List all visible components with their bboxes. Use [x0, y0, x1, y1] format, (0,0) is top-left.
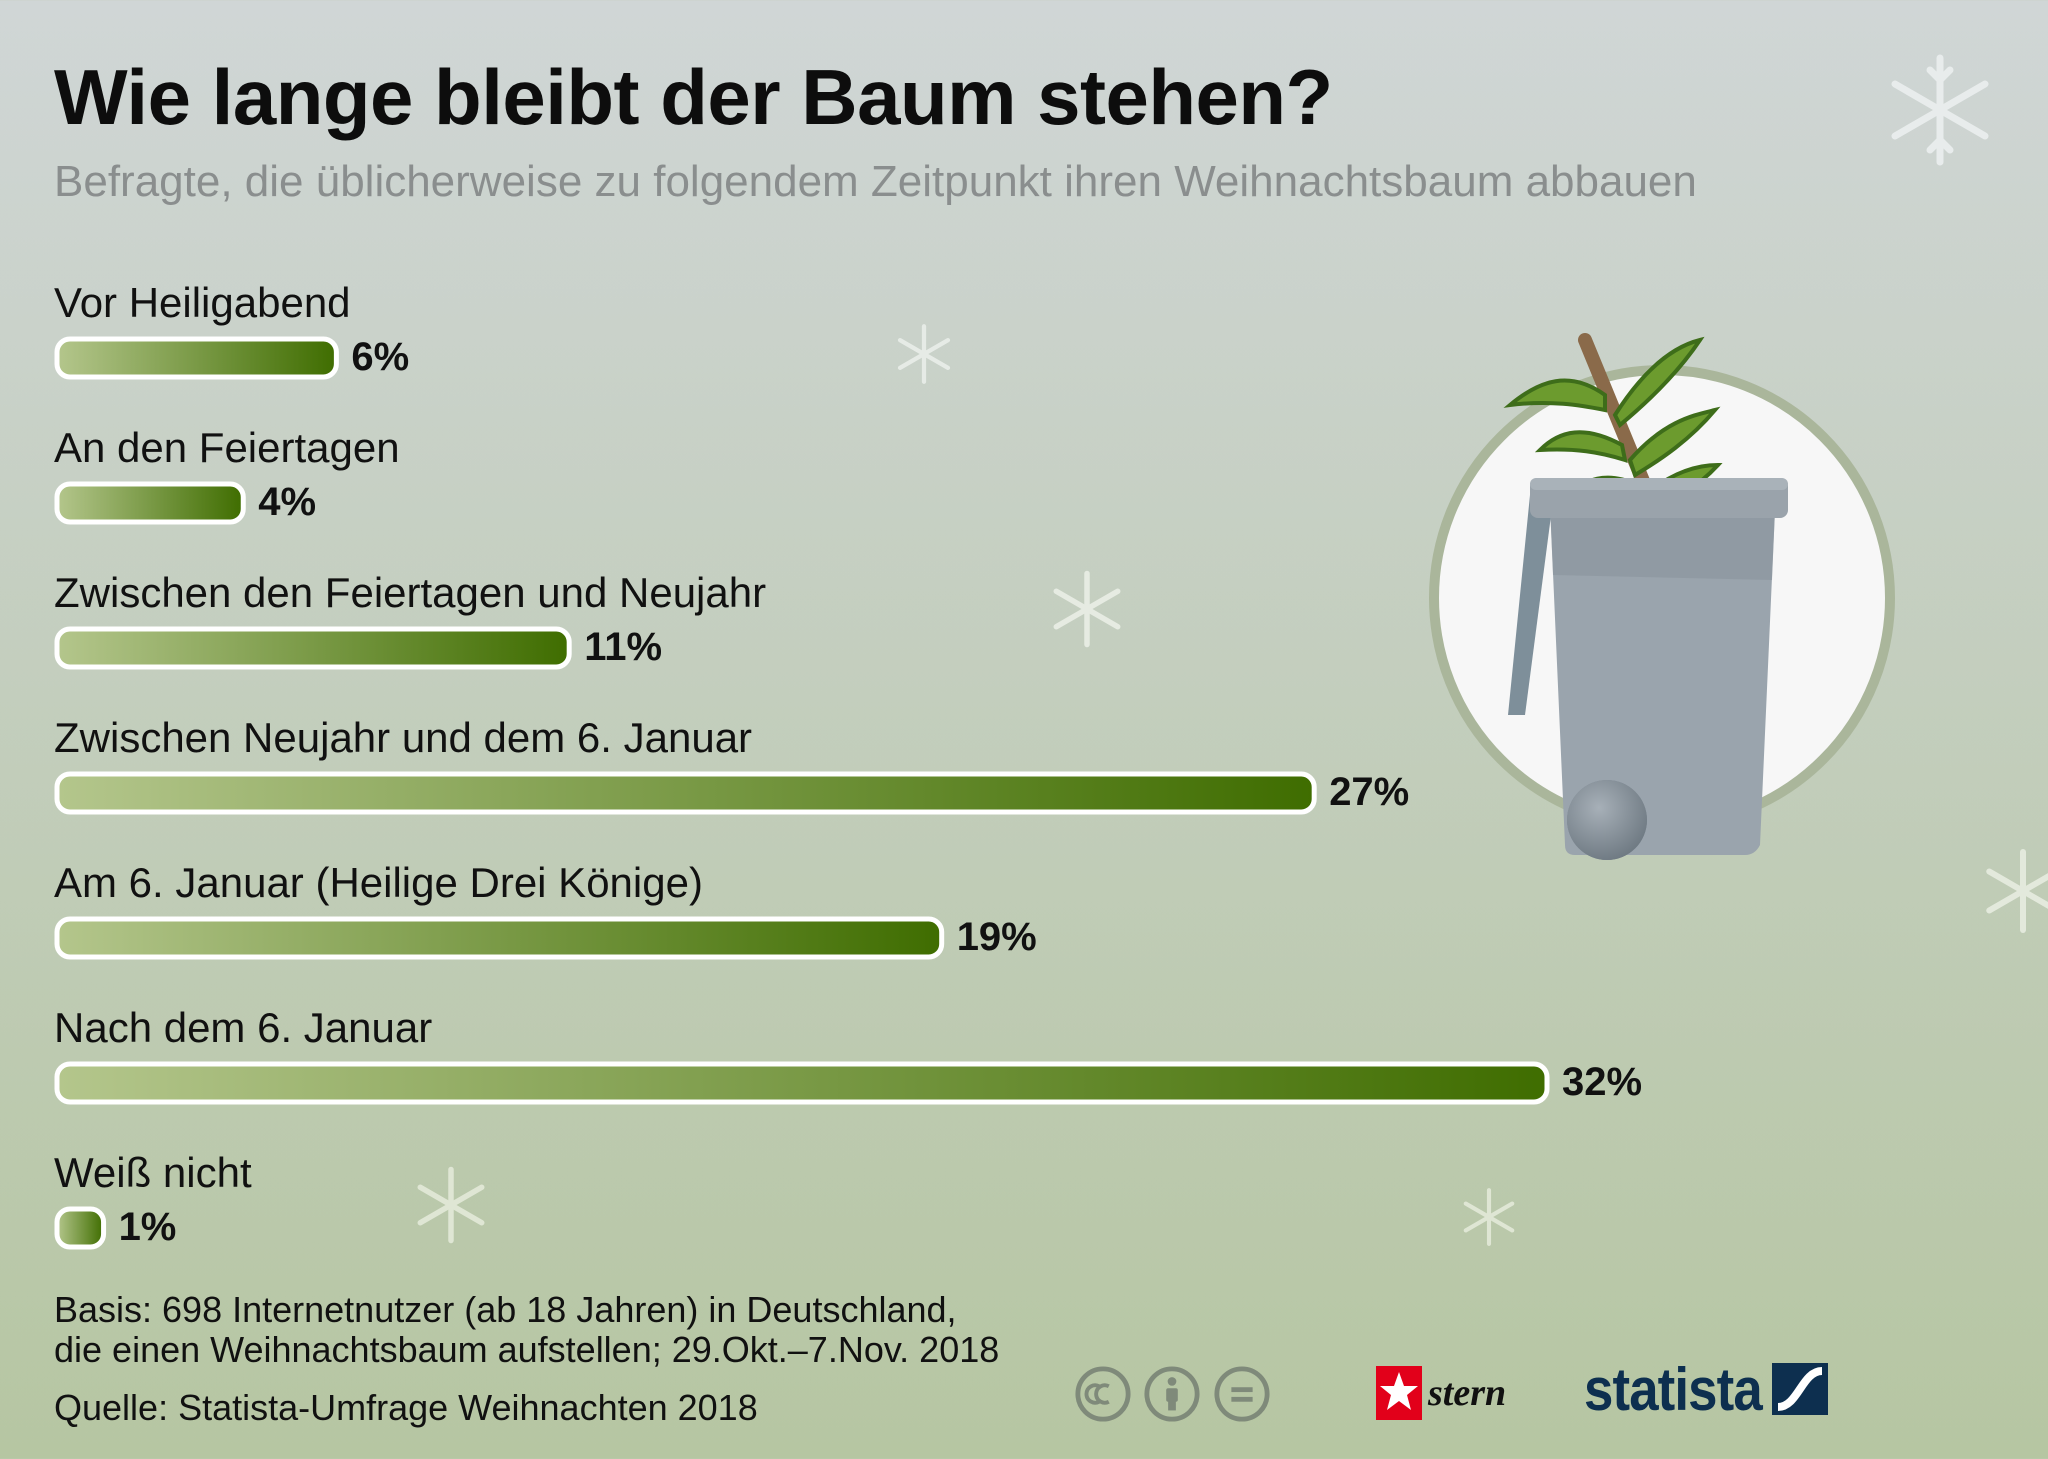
category-label: An den Feiertagen [54, 424, 400, 471]
footer: Basis: 698 Internetnutzer (ab 18 Jahren)… [54, 1290, 999, 1428]
value-label: 32% [1562, 1060, 1642, 1104]
attribution-icon [1144, 1366, 1200, 1422]
value-label: 6% [351, 335, 409, 379]
stern-star-icon [1376, 1366, 1422, 1420]
snowflake-icon [897, 324, 951, 384]
bar [54, 1061, 1550, 1105]
bar [54, 916, 945, 960]
value-label: 19% [957, 915, 1037, 959]
category-label: Weiß nicht [54, 1149, 252, 1196]
basis-line-1: Basis: 698 Internetnutzer (ab 18 Jahren)… [54, 1289, 957, 1330]
bar [54, 626, 572, 670]
stern-wordmark: stern [1428, 1372, 1507, 1414]
no-derivatives-icon [1214, 1366, 1270, 1422]
snowflake-icon [1053, 570, 1121, 648]
snowflake-icon [1463, 1188, 1515, 1246]
chart-title: Wie lange bleibt der Baum stehen? [54, 53, 1333, 141]
bar [54, 771, 1317, 815]
value-label: 1% [119, 1205, 177, 1249]
category-label: Nach dem 6. Januar [54, 1004, 432, 1051]
source-line: Quelle: Statista-Umfrage Weihnachten 201… [54, 1387, 758, 1428]
chart-subtitle: Befragte, die üblicherweise zu folgendem… [54, 157, 1697, 206]
category-label: Am 6. Januar (Heilige Drei Könige) [54, 859, 703, 906]
value-label: 27% [1329, 770, 1409, 814]
value-label: 4% [258, 480, 316, 524]
bar [54, 336, 339, 380]
snowflake-icon [1891, 54, 1989, 166]
basis-line-2: die einen Weihnachtsbaum aufstellen; 29.… [54, 1329, 1000, 1370]
stern-logo: stern [1376, 1366, 1506, 1420]
bar [54, 1206, 107, 1250]
bar [54, 481, 246, 525]
statista-logo: statista [1584, 1354, 1829, 1424]
snowflake-icon [417, 1166, 485, 1244]
value-label: 11% [584, 625, 662, 669]
trash-bin-with-tree-icon [1429, 333, 1895, 860]
category-label: Vor Heiligabend [54, 279, 351, 326]
category-label: Zwischen den Feiertagen und Neujahr [54, 569, 766, 616]
category-label: Zwischen Neujahr und dem 6. Januar [54, 714, 752, 761]
statista-mark-icon [1772, 1363, 1829, 1415]
creative-commons-icon [1075, 1366, 1131, 1422]
snowflake-icon [1986, 849, 2048, 933]
statista-wordmark: statista [1584, 1355, 1763, 1423]
